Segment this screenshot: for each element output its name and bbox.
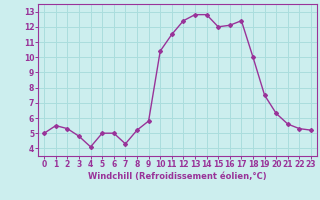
X-axis label: Windchill (Refroidissement éolien,°C): Windchill (Refroidissement éolien,°C) xyxy=(88,172,267,181)
